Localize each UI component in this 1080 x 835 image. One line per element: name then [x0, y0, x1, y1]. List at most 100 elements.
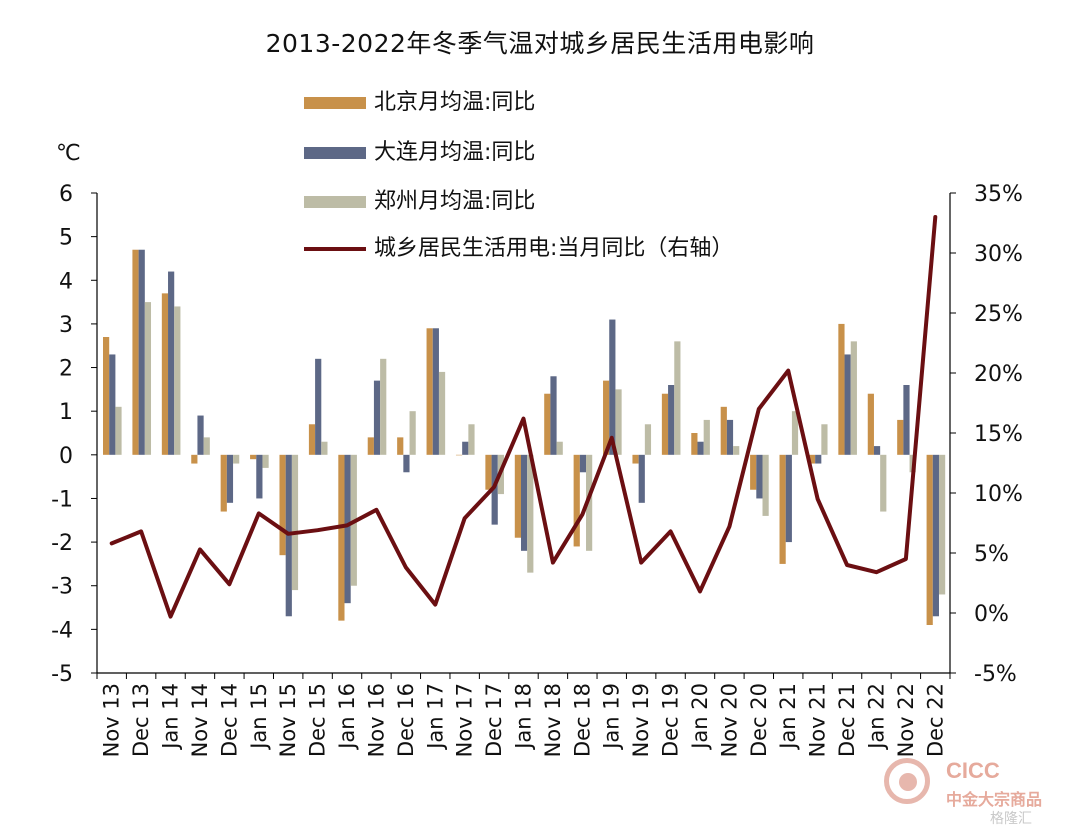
legend-line-electricity: [304, 247, 366, 251]
x-tick-label: Nov 16: [364, 683, 388, 757]
left-tick-label: 6: [59, 182, 73, 207]
bar-zhengzhou: [380, 358, 387, 455]
bar-zhengzhou: [409, 411, 416, 455]
line-point-electricity: [610, 436, 614, 440]
line-point-electricity: [933, 215, 937, 219]
bar-dalian: [815, 454, 822, 464]
line-point-electricity: [169, 615, 173, 619]
line-point-electricity: [227, 582, 231, 586]
line-point-electricity: [522, 417, 525, 421]
left-tick-label: -4: [51, 618, 73, 643]
right-tick-label: 30%: [974, 242, 1023, 267]
legend-label-zhengzhou: 郑州月均温:同比: [374, 189, 536, 214]
bar-dalian: [432, 328, 439, 455]
line-point-electricity: [669, 529, 673, 533]
bar-beijing: [838, 323, 845, 455]
x-tick-label: Nov 22: [894, 683, 918, 757]
watermark-source: 格隆汇: [990, 811, 1032, 827]
bar-zhengzhou: [321, 441, 328, 455]
bar-beijing: [661, 393, 669, 455]
bar-dalian: [138, 249, 145, 455]
bar-zhengzhou: [468, 424, 475, 455]
bar-zhengzhou: [174, 306, 181, 455]
line-electricity: [109, 215, 938, 619]
bar-beijing: [720, 406, 727, 455]
bar-beijing: [514, 454, 521, 538]
x-tick-label: Dec 14: [217, 683, 241, 757]
bar-dalian: [109, 354, 116, 455]
line-point-electricity: [110, 541, 114, 545]
x-tick-label: Nov 21: [806, 683, 830, 757]
x-tick-label: Jan 16: [335, 683, 359, 751]
bar-zhengzhou: [880, 454, 887, 512]
left-tick-label: 1: [59, 400, 73, 425]
bar-zhengzhou: [644, 424, 652, 455]
legend-label-dalian: 大连月均温:同比: [374, 140, 536, 165]
left-tick-label: 5: [59, 226, 73, 251]
bar-zhengzhou: [115, 406, 122, 455]
bar-zhengzhou: [615, 389, 622, 455]
bar-beijing: [544, 393, 551, 455]
bar-zhengzhou: [850, 341, 857, 455]
bar-zhengzhou: [733, 446, 740, 455]
bar-beijing: [367, 437, 374, 455]
bar-beijing: [897, 419, 904, 455]
x-tick-label: Nov 19: [629, 683, 653, 757]
line-point-electricity: [463, 516, 467, 520]
x-tick-label: Dec 19: [659, 683, 683, 757]
x-tick-label: Jan 22: [864, 683, 888, 751]
bar-beijing: [161, 293, 169, 455]
bar-zhengzhou: [233, 454, 240, 464]
bar-dalian: [726, 419, 734, 455]
x-tick-label: Jan 18: [512, 683, 536, 751]
left-tick-label: 4: [59, 269, 73, 294]
bar-zhengzhou: [144, 302, 152, 455]
x-tick-label: Jan 20: [688, 683, 712, 751]
bar-dalian: [403, 454, 410, 473]
right-tick-label: 0%: [974, 602, 1009, 627]
watermark-brand: CICC: [946, 758, 1000, 783]
right-tick-label: 20%: [974, 362, 1023, 387]
bar-dalian: [638, 454, 645, 503]
left-tick-label: 0: [59, 444, 73, 469]
x-tick-label: Dec 13: [129, 683, 153, 757]
right-tick-label: 25%: [974, 302, 1023, 327]
watermark: CICC 中金大宗商品 格隆汇: [880, 752, 1070, 830]
line-point-electricity: [257, 511, 261, 515]
bar-dalian: [197, 415, 204, 455]
bar-beijing: [191, 454, 198, 464]
bar-dalian: [903, 385, 910, 455]
bar-dalian: [462, 441, 469, 455]
bar-beijing: [250, 454, 257, 460]
bar-dalian: [609, 319, 616, 455]
legend-swatch-dalian: [304, 147, 366, 159]
line-point-electricity: [551, 561, 555, 565]
bar-dalian: [226, 454, 234, 503]
x-tick-label: Nov 18: [541, 683, 565, 757]
bar-zhengzhou: [586, 454, 593, 551]
x-tick-label: Dec 15: [306, 683, 330, 757]
right-tick-label: 15%: [974, 422, 1023, 447]
bar-beijing: [279, 454, 286, 556]
bar-zhengzhou: [262, 454, 269, 468]
bar-beijing: [603, 380, 610, 455]
bar-beijing: [220, 454, 227, 512]
legend-label-beijing: 北京月均温:同比: [374, 90, 536, 115]
bar-beijing: [632, 454, 639, 464]
x-tick-label: Nov 20: [717, 683, 741, 757]
line-point-electricity: [639, 561, 643, 565]
bar-beijing: [573, 454, 580, 547]
x-tick-label: Jan 15: [247, 683, 271, 751]
bar-dalian: [579, 454, 587, 473]
bar-dalian: [697, 441, 704, 455]
left-tick-label: -5: [51, 662, 73, 687]
left-tick-label: -3: [51, 575, 73, 600]
x-tick-label: Dec 17: [482, 683, 506, 757]
bar-dalian: [491, 454, 498, 525]
bar-beijing: [455, 454, 463, 456]
bar-dalian: [373, 380, 381, 455]
bar-zhengzhou: [791, 411, 799, 455]
line-point-electricity: [874, 570, 878, 574]
x-tick-label: Dec 20: [747, 683, 771, 757]
bar-zhengzhou: [938, 454, 946, 595]
